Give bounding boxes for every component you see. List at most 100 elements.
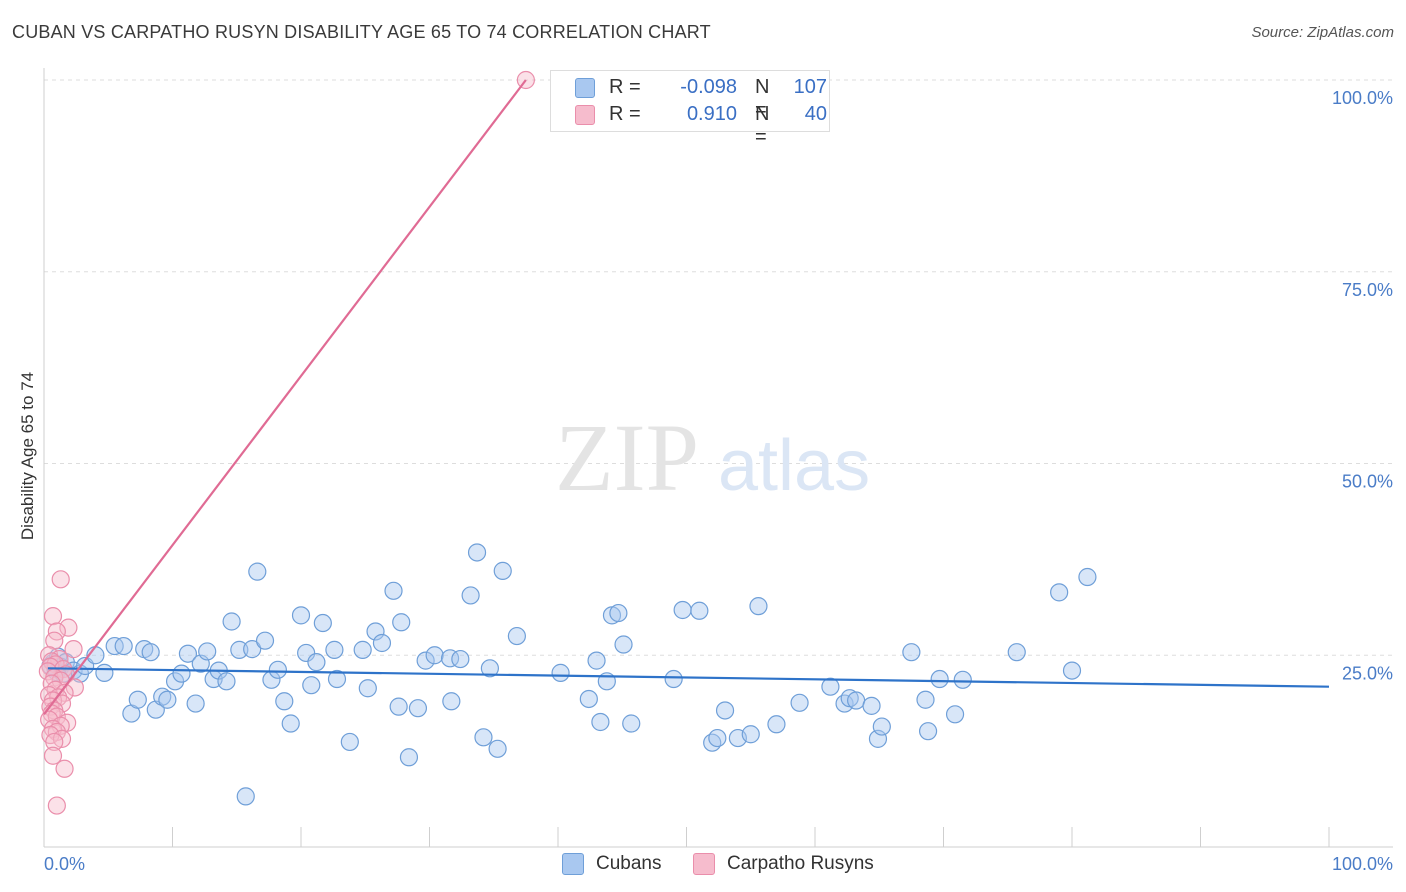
y-tick-labels: 25.0% 50.0% 75.0% 100.0% [1332, 88, 1393, 683]
cubans-point-27 [198, 642, 217, 661]
cubans-point-50 [358, 679, 377, 698]
cubans-point-78 [622, 714, 641, 733]
cubans-point-63 [461, 586, 480, 605]
cubans-point-93 [847, 691, 866, 710]
cubans-point-71 [579, 689, 598, 709]
y-tick-label-75: 75.0% [1342, 280, 1393, 300]
stats-legend: R = -0.098 N = 107 R = 0.910 N = 40 [550, 70, 830, 148]
legend-r-value-rusyns: 0.910 [686, 103, 737, 125]
rusyn-point-3 [59, 618, 78, 637]
legend-swatch-cubans [575, 78, 595, 98]
legend-n-value-rusyns: 40 [804, 103, 827, 125]
bottom-legend-label-cubans: Cubans [596, 853, 662, 874]
cubans-point-20 [153, 687, 172, 706]
cubans-point-105 [1062, 661, 1082, 680]
cubans-point-39 [275, 692, 294, 711]
cubans-point-58 [416, 651, 435, 670]
cubans-point-43 [302, 676, 321, 695]
x-ticks [172, 827, 1330, 847]
cubans-point-62 [451, 649, 470, 669]
cubans-point-57 [408, 699, 428, 718]
cubans-point-65 [474, 728, 493, 747]
legend-n-label: N = [755, 76, 770, 121]
cubans-point-80 [673, 600, 692, 620]
cubans-point-106 [1078, 567, 1097, 587]
cubans-point-101 [945, 705, 965, 724]
legend-n-label: N = [755, 103, 770, 148]
cubans-point-104 [1050, 583, 1069, 602]
y-tick-label-50: 50.0% [1342, 472, 1393, 492]
x-tick-label-max: 100.0% [1332, 854, 1393, 874]
cubans-point-67 [488, 739, 507, 758]
rusyn-point-2 [43, 607, 63, 626]
cubans-point-59 [425, 646, 444, 665]
cubans-point-54 [389, 697, 408, 716]
cubans-point-41 [291, 606, 311, 625]
cubans-point-87 [749, 597, 768, 616]
cubans-point-98 [916, 690, 935, 709]
x-tick-label-min: 0.0% [44, 854, 85, 874]
legend-r-label: R = [609, 103, 641, 125]
cubans-point-44 [307, 653, 326, 672]
cubans-point-49 [353, 640, 372, 659]
bottom-legend-swatch-rusyns [693, 853, 715, 875]
cubans-point-79 [664, 669, 683, 689]
cubans-point-73 [591, 712, 610, 732]
cubans-point-36 [255, 631, 275, 650]
watermark-zip: ZIP [555, 404, 699, 511]
cubans-point-56 [399, 748, 419, 767]
cubans-point-38 [268, 660, 287, 679]
cubans-point-70 [551, 663, 570, 682]
cubans-point-96 [872, 717, 891, 736]
legend-n-value-cubans: 107 [793, 76, 827, 98]
cubans-point-35 [248, 562, 267, 581]
chart-source: Source: ZipAtlas.com [1251, 24, 1394, 41]
cubans-point-69 [507, 626, 526, 646]
cubans-point-40 [281, 714, 300, 733]
legend-r-value-cubans: -0.098 [680, 76, 737, 98]
cubans-point-76 [609, 603, 628, 623]
cubans-point-77 [614, 635, 633, 654]
cubans-point-64 [467, 543, 487, 562]
cubans-point-33 [236, 787, 255, 806]
cubans-point-89 [790, 693, 809, 712]
legend-swatch-rusyns [575, 105, 595, 125]
cubans-trend-line [47, 667, 1330, 688]
cubans-point-16 [128, 690, 147, 709]
cubans-point-51 [366, 622, 385, 641]
cubans-point-72 [587, 651, 606, 670]
cubans-point-68 [493, 561, 512, 580]
cubans-point-94 [862, 696, 881, 715]
cubans-point-61 [442, 692, 461, 711]
cubans-point-46 [325, 640, 344, 659]
bottom-legend-label-rusyns: Carpatho Rusyns [727, 853, 874, 874]
cubans-point-45 [313, 613, 332, 633]
watermark: ZIP atlas [555, 404, 870, 511]
bottom-legend-swatch-cubans [562, 853, 584, 875]
y-tick-label-25: 25.0% [1342, 663, 1393, 683]
grid-lines [44, 79, 1393, 656]
cubans-point-31 [222, 612, 241, 631]
cubans-point-42 [297, 643, 316, 663]
rusyn-point-36 [45, 732, 64, 752]
cubans-point-52 [372, 633, 392, 653]
cubans-point-90 [821, 677, 840, 696]
chart-title: CUBAN VS CARPATHO RUSYN DISABILITY AGE 6… [12, 22, 711, 42]
cubans-point-30 [217, 672, 236, 691]
watermark-atlas: atlas [718, 426, 870, 506]
cubans-point-91 [835, 694, 854, 713]
cubans-point-84 [715, 701, 735, 720]
cubans-point-47 [327, 669, 347, 689]
cubans-point-34 [243, 640, 262, 659]
rusyn-point-1 [51, 570, 70, 589]
legend-r-label: R = [609, 76, 641, 98]
trend-lines [43, 79, 1330, 715]
cubans-point-23 [172, 664, 191, 683]
rusyn-trend-line [43, 79, 527, 715]
cubans-point-21 [158, 690, 177, 709]
cubans-point-25 [186, 694, 205, 713]
cubans-point-12 [95, 663, 114, 682]
cubans-point-18 [141, 643, 160, 662]
rusyn-point-6 [64, 640, 83, 659]
